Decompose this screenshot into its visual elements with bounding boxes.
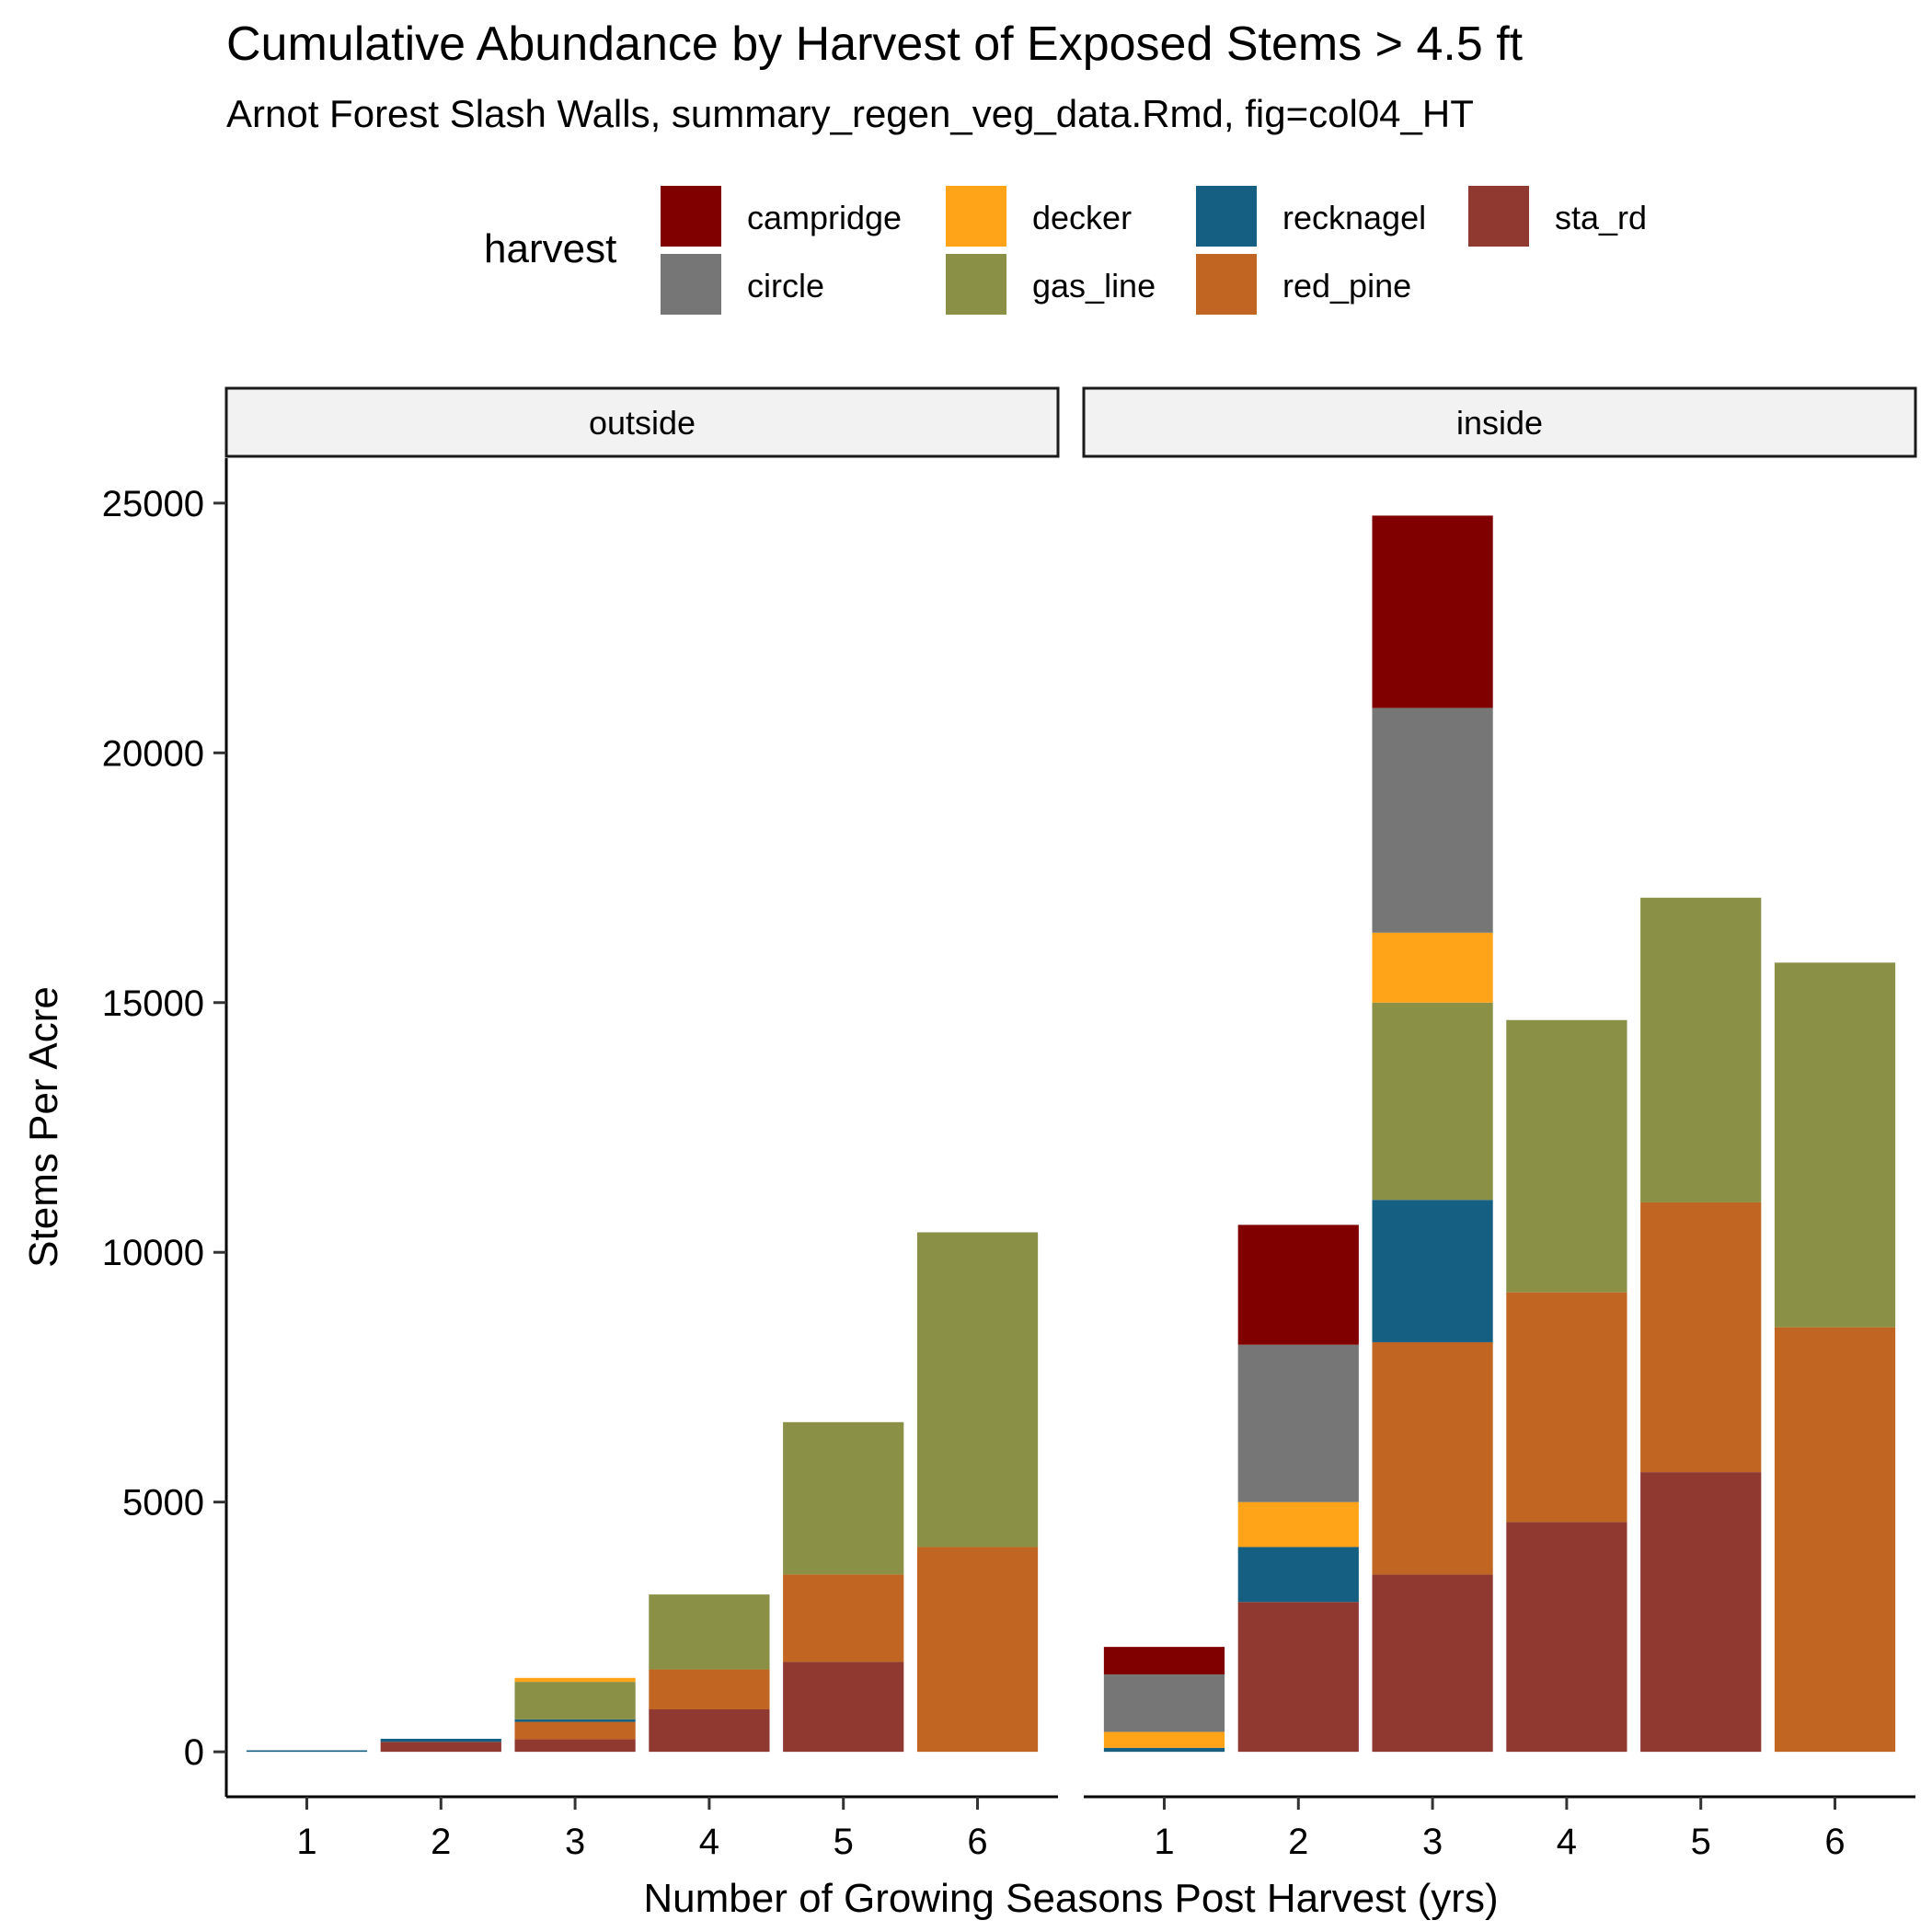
facet-strip-outside [224,386,1060,458]
bar-inside-3-circle [1372,707,1493,933]
legend-key-gas-line [946,254,1006,315]
bar-outside-2-recknagel [380,1739,501,1742]
x-axis-label: Number of Growing Seasons Post Harvest (… [643,1876,1498,1921]
facet-label-inside: inside [1456,404,1543,442]
bar-inside-2-decker [1237,1501,1359,1547]
legend-key-sta-rd [1468,186,1529,247]
bar-inside-3-red_pine [1372,1341,1493,1575]
bar-inside-2-campridge [1237,1225,1359,1345]
bar-inside-1-decker [1103,1731,1225,1748]
bar-outside-3-sta_rd [514,1739,636,1753]
legend-key-campridge [661,186,721,247]
bar-inside-4-sta_rd [1506,1522,1627,1753]
bar-outside-2-sta_rd [380,1742,501,1753]
x-tick-label-inside-2: 2 [1288,1822,1308,1862]
chart-subtitle: Arnot Forest Slash Walls, summary_regen_… [226,92,1474,135]
bar-inside-2-sta_rd [1237,1602,1359,1753]
x-tick-label-inside-5: 5 [1691,1822,1711,1862]
legend-label-circle: circle [747,267,825,305]
facet-strip-inside [1082,386,1917,458]
legend-title: harvest [484,226,617,271]
bar-inside-1-campridge [1103,1647,1225,1674]
legend-label-decker: decker [1032,199,1133,236]
bar-inside-6-red_pine [1774,1327,1896,1753]
bar-outside-3-recknagel [514,1719,636,1722]
bar-inside-3-decker [1372,932,1493,1003]
bar-outside-4-gas_line [649,1594,770,1670]
x-tick-label-outside-6: 6 [967,1822,987,1862]
legend-label-gas-line: gas_line [1032,267,1156,305]
chart-title: Cumulative Abundance by Harvest of Expos… [226,17,1524,71]
bar-inside-5-red_pine [1640,1202,1762,1473]
bar-outside-6-gas_line [916,1232,1039,1547]
bar-inside-4-red_pine [1506,1292,1627,1523]
bar-outside-4-red_pine [649,1669,770,1709]
x-tick-label-inside-4: 4 [1557,1822,1577,1862]
y-tick-label-10000: 10000 [102,1233,204,1273]
y-tick-label-25000: 25000 [102,484,204,524]
bar-inside-4-gas_line [1506,1019,1627,1293]
y-tick-label-0: 0 [184,1732,204,1773]
bar-inside-5-gas_line [1640,897,1762,1202]
bar-inside-3-gas_line [1372,1002,1493,1201]
x-tick-label-outside-2: 2 [431,1822,451,1862]
bar-inside-3-sta_rd [1372,1574,1493,1753]
facet-label-outside: outside [589,404,696,442]
bar-inside-3-campridge [1372,515,1493,708]
legend-label-red-pine: red_pine [1282,267,1412,305]
bar-outside-3-gas_line [514,1682,636,1719]
legend-key-red-pine [1196,254,1257,315]
bar-outside-5-sta_rd [783,1662,904,1753]
bar-inside-2-circle [1237,1344,1359,1502]
x-tick-label-outside-3: 3 [565,1822,585,1862]
bar-outside-1-recknagel [246,1750,368,1753]
bar-inside-1-circle [1103,1673,1225,1732]
x-tick-label-inside-3: 3 [1422,1822,1443,1862]
bar-outside-4-sta_rd [649,1708,770,1753]
bar-inside-5-sta_rd [1640,1472,1762,1753]
bar-outside-6-red_pine [916,1547,1039,1753]
legend-key-decker [946,186,1006,247]
x-tick-label-inside-6: 6 [1824,1822,1845,1862]
bar-inside-2-recknagel [1237,1547,1359,1603]
bar-inside-1-recknagel [1103,1747,1225,1753]
x-tick-label-outside-5: 5 [834,1822,854,1862]
y-axis-label: Stems Per Acre [21,986,66,1268]
bar-outside-3-decker [514,1677,636,1683]
y-tick-label-15000: 15000 [102,983,204,1024]
x-tick-label-inside-1: 1 [1154,1822,1174,1862]
x-tick-label-outside-4: 4 [699,1822,719,1862]
y-tick-label-5000: 5000 [122,1483,204,1524]
legend-label-campridge: campridge [747,199,903,236]
bar-outside-5-gas_line [783,1421,904,1575]
bar-inside-3-recknagel [1372,1200,1493,1342]
legend-label-sta-rd: sta_rd [1555,199,1648,236]
bar-outside-5-red_pine [783,1574,904,1662]
y-tick-label-20000: 20000 [102,733,204,774]
legend-key-recknagel [1196,186,1257,247]
legend-key-circle [661,254,721,315]
bar-inside-6-gas_line [1774,962,1896,1328]
bar-outside-3-red_pine [514,1721,636,1740]
legend-label-recknagel: recknagel [1282,199,1427,236]
x-tick-label-outside-1: 1 [296,1822,316,1862]
